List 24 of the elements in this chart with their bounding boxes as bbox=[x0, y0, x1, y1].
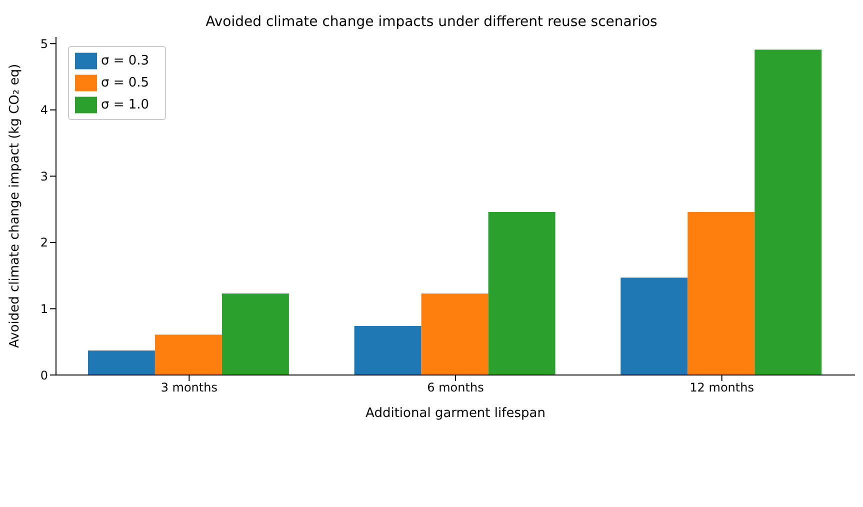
y-tick-label: 2 bbox=[40, 236, 48, 250]
y-tick-label: 3 bbox=[40, 169, 48, 184]
bar bbox=[754, 50, 822, 375]
bar bbox=[688, 212, 755, 375]
bar bbox=[354, 326, 422, 375]
legend-label: σ = 0.5 bbox=[101, 76, 150, 91]
y-tick-label: 5 bbox=[40, 36, 48, 51]
x-tick-label: 3 months bbox=[160, 380, 218, 395]
y-tick-label: 1 bbox=[40, 302, 48, 316]
x-tick-label: 12 months bbox=[690, 380, 754, 395]
legend-label: σ = 1.0 bbox=[101, 98, 150, 113]
x-axis-title: Additional garment lifespan bbox=[366, 406, 546, 421]
bar bbox=[88, 350, 155, 375]
legend-label: σ = 0.3 bbox=[101, 54, 150, 69]
y-tick-label: 0 bbox=[40, 368, 48, 382]
bar bbox=[488, 212, 556, 375]
y-axis-title: Avoided climate change impact (kg CO₂ eq) bbox=[8, 64, 23, 348]
bar bbox=[620, 278, 688, 375]
x-tick-label: 6 months bbox=[427, 380, 484, 395]
y-tick-label: 4 bbox=[40, 103, 48, 118]
chart-title: Avoided climate change impacts under different reuse scenarios bbox=[204, 14, 658, 30]
bar bbox=[222, 293, 289, 375]
bar bbox=[154, 334, 222, 375]
bar bbox=[421, 293, 488, 375]
